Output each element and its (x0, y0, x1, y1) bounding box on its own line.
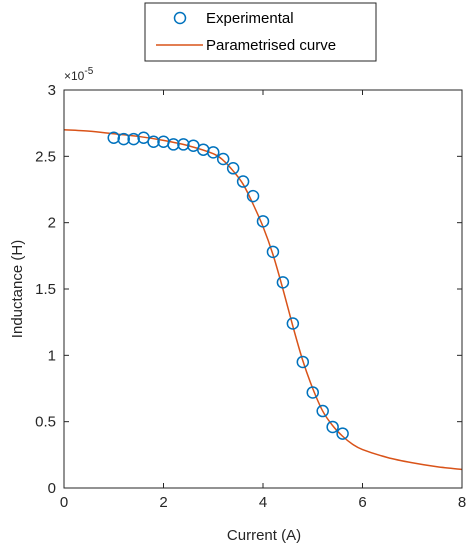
data-point-experimental (236, 175, 250, 188)
data-point-experimental (296, 355, 310, 369)
data-point-experimental (316, 404, 329, 418)
data-point-experimental (286, 317, 300, 330)
x-tick-label: 0 (60, 494, 68, 511)
data-point-experimental (226, 162, 240, 175)
legend-label-experimental: Experimental (206, 10, 294, 27)
data-point-experimental (326, 420, 339, 434)
legend-box (144, 2, 377, 62)
data-point-experimental (216, 152, 230, 166)
data-point-experimental (207, 146, 220, 159)
y-tick-label: 3 (48, 82, 56, 99)
data-point-experimental (177, 138, 190, 151)
x-tick-label: 8 (458, 494, 466, 511)
data-point-experimental (256, 215, 270, 228)
y-tick-label: 0.5 (35, 414, 56, 431)
y-exponent-label: ×10-5 (64, 66, 94, 83)
legend-marker-experimental (173, 11, 187, 25)
data-point-experimental (336, 427, 349, 440)
y-tick-label: 1 (48, 347, 56, 364)
data-point-experimental (306, 386, 319, 399)
data-point-experimental (127, 132, 140, 146)
data-point-experimental (117, 132, 130, 146)
x-axis-label: Current (A) (227, 527, 301, 544)
y-axis-label: Inductance (H) (9, 240, 26, 338)
plot-box (63, 89, 463, 489)
data-point-experimental (266, 245, 280, 259)
y-tick-label: 2 (48, 215, 56, 232)
data-point-experimental (167, 138, 180, 151)
y-tick-label: 0 (48, 480, 56, 497)
y-exponent-text: -5 (84, 66, 93, 77)
axes-layer (63, 89, 463, 489)
x-tick-label: 2 (159, 494, 167, 511)
tick-layer: 0 2 4 6 8 0 0.5 1 1.5 2 2.5 3 (35, 82, 466, 511)
data-point-experimental (276, 276, 290, 289)
marker-layer (107, 131, 349, 440)
curve-layer (63, 129, 463, 471)
data-point-experimental (107, 131, 120, 145)
series-line-parametrised-curve (63, 129, 463, 471)
y-tick-label: 2.5 (35, 148, 56, 165)
legend: Experimental Parametrised curve (144, 2, 377, 62)
y-multiplier-text: ×10 (64, 69, 85, 83)
y-tick-label: 1.5 (35, 281, 56, 298)
x-tick-label: 4 (259, 494, 267, 511)
legend-label-parametrised: Parametrised curve (206, 37, 336, 54)
data-point-experimental (246, 189, 260, 203)
x-tick-label: 6 (358, 494, 366, 511)
data-point-experimental (147, 135, 160, 148)
